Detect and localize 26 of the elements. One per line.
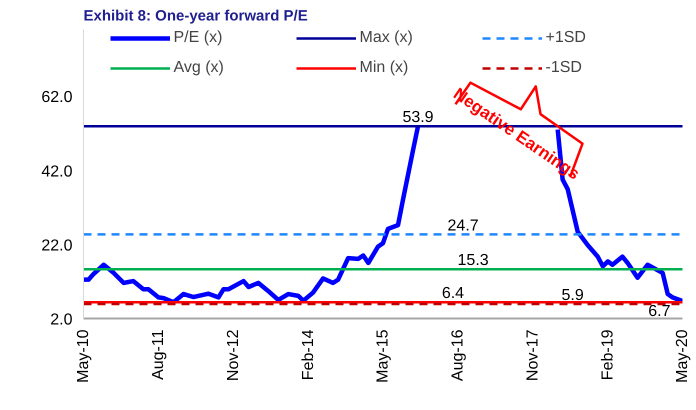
legend-label: Max (x): [360, 29, 414, 47]
annotation: 53.9: [402, 109, 434, 126]
y-tick-label: 62.0: [41, 89, 73, 106]
y-tick-label: 2.0: [50, 312, 73, 328]
x-tick-label: May-10: [75, 329, 92, 383]
legend-label: -1SD: [546, 59, 583, 77]
annotation: 15.3: [458, 252, 489, 270]
annotation: 6.4: [442, 285, 464, 302]
y-tick-label: 22.0: [41, 237, 73, 254]
x-tick-label: Nov-17: [524, 329, 542, 382]
annotation: 24.7: [448, 217, 479, 234]
x-tick-label: May-15: [374, 329, 392, 383]
x-tick-label: Aug-11: [150, 329, 167, 380]
x-tick-label: May-20: [674, 329, 691, 383]
annotation: 5.9: [562, 287, 584, 304]
legend-label: P/E (x): [174, 29, 224, 47]
x-tick-label: Feb-19: [599, 329, 616, 380]
y-tick-label: 42.0: [41, 163, 73, 180]
x-tick-label: Feb-14: [300, 329, 317, 380]
x-tick-label: Aug-16: [450, 329, 467, 382]
annotation: 6.7: [648, 303, 671, 320]
legend-label: Avg (x): [174, 59, 225, 77]
x-tick-label: Nov-12: [225, 329, 242, 382]
legend-label: +1SD: [546, 29, 587, 47]
legend-label: Min (x): [360, 59, 410, 77]
chart-title: Exhibit 8: One-year forward P/E: [84, 8, 308, 24]
